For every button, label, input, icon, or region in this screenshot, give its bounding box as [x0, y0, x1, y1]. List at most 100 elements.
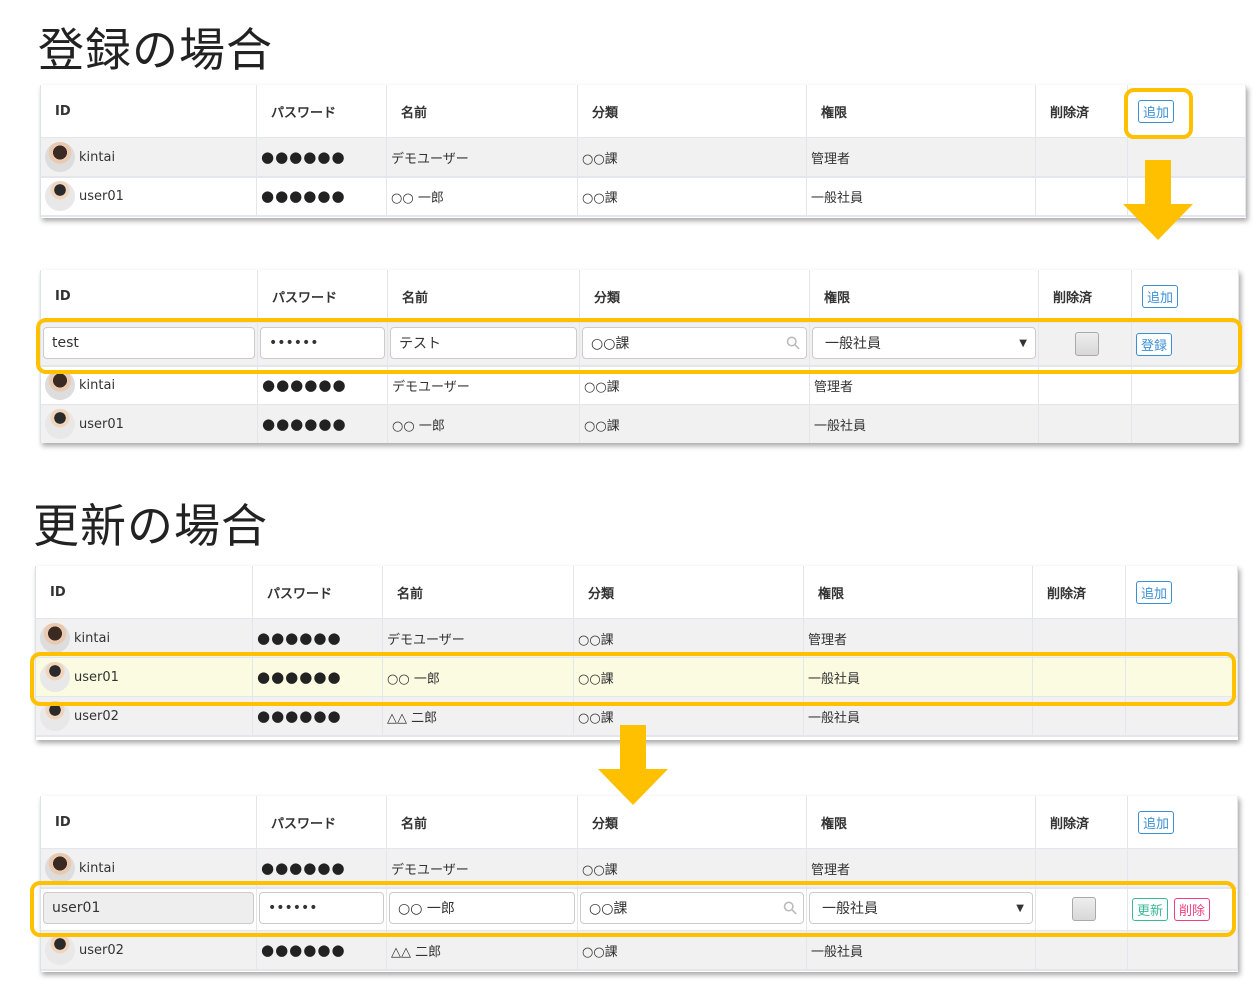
header-id: ID	[41, 796, 257, 848]
table-row[interactable]: user02 ●●●●●● △△ 二郎 ○○課 一般社員	[41, 931, 1238, 971]
category-value: ○○課	[591, 336, 630, 352]
category-value: ○○課	[589, 901, 628, 917]
password-mask: ●●●●●●	[257, 668, 342, 686]
header-deleted-label: 削除済	[1050, 105, 1090, 121]
add-button[interactable]: 追加	[1138, 810, 1175, 834]
password-mask: ●●●●●●	[261, 859, 346, 877]
category-cell: ○○課	[574, 697, 804, 735]
update-button[interactable]: 更新	[1132, 897, 1169, 921]
header-actions: 追加	[1126, 566, 1238, 618]
deleted-cell	[1033, 658, 1126, 696]
header-id-label: ID	[55, 288, 71, 304]
search-icon[interactable]: ⚲	[781, 330, 806, 356]
table-row[interactable]: user01 ●●●●●● ○○ 一郎 ○○課 一般社員	[41, 405, 1239, 443]
header-role-label: 権限	[824, 290, 851, 306]
category-cell: ○○課	[578, 849, 807, 887]
password-cell: ●●●●●●	[253, 697, 383, 735]
table-row[interactable]: kintai ●●●●●● デモユーザー ○○課 管理者	[41, 138, 1246, 178]
add-button[interactable]: 追加	[1138, 99, 1175, 123]
header-id-label: ID	[55, 814, 71, 830]
deleted-checkbox[interactable]	[1071, 897, 1096, 921]
id-input: user01	[43, 892, 254, 924]
category-cell: ○○課	[580, 405, 810, 443]
new-user-form-row[interactable]: test •••••• テスト ○○課 ⚲ 一般社員 ▼ 登録	[41, 323, 1239, 367]
name-input[interactable]: ○○ 一郎	[389, 892, 575, 924]
register-button[interactable]: 登録	[1136, 332, 1173, 356]
add-button[interactable]: 追加	[1142, 284, 1179, 308]
user-id: user01	[79, 188, 124, 204]
password-input[interactable]: ••••••	[260, 327, 385, 359]
category-cell: ○○課	[580, 366, 810, 404]
table-row[interactable]: kintai ●●●●●● デモユーザー ○○課 管理者	[36, 619, 1238, 659]
deleted-checkbox[interactable]	[1075, 332, 1099, 356]
password-cell: ●●●●●●	[258, 366, 388, 404]
role-cell: 管理者	[807, 138, 1036, 176]
user-id: kintai	[79, 860, 116, 876]
user-category: ○○課	[584, 379, 620, 395]
avatar	[45, 181, 75, 211]
password-input[interactable]: ••••••	[259, 892, 384, 924]
update-arrow-icon	[598, 725, 668, 805]
id-cell: user02	[36, 697, 253, 735]
header-role-label: 権限	[821, 816, 848, 832]
role-select[interactable]: 一般社員 ▼	[809, 892, 1033, 924]
update-section-title: 更新の場合	[33, 499, 268, 553]
user-name: ○○ 一郎	[387, 671, 440, 687]
password-cell: ●●●●●●	[258, 405, 388, 443]
add-button[interactable]: 追加	[1136, 580, 1173, 604]
name-cell: ○○ 一郎	[388, 405, 580, 443]
password-cell: ●●●●●●	[253, 658, 383, 696]
role-cell: 一般社員	[804, 697, 1033, 735]
table-header: ID パスワード 名前 分類 権限 削除済 追加	[36, 566, 1238, 620]
user-name: ○○ 一郎	[391, 190, 444, 206]
delete-button[interactable]: 削除	[1174, 897, 1211, 921]
actions-cell: 更新 削除	[1128, 888, 1238, 930]
header-id: ID	[41, 85, 257, 137]
password-cell: ••••••	[257, 888, 387, 930]
deleted-cell	[1036, 177, 1128, 215]
header-category: 分類	[578, 85, 807, 137]
role-cell: 管理者	[810, 366, 1039, 404]
actions-cell	[1128, 138, 1246, 176]
user-id: kintai	[79, 149, 116, 165]
password-mask: ●●●●●●	[257, 707, 342, 725]
header-deleted: 削除済	[1033, 566, 1126, 618]
role-cell: 管理者	[807, 849, 1036, 887]
update-select-table: ID パスワード 名前 分類 権限 削除済 追加 kintai ●●●●●● デモユーザー ○○課 管…	[35, 566, 1238, 740]
user-role: 一般社員	[814, 418, 867, 434]
role-select[interactable]: 一般社員 ▼	[812, 327, 1036, 359]
category-search-input[interactable]: ○○課 ⚲	[582, 327, 807, 359]
header-deleted: 削除済	[1039, 270, 1132, 322]
id-cell: test	[41, 323, 258, 365]
header-role: 権限	[810, 270, 1039, 322]
search-icon[interactable]: ⚲	[778, 895, 803, 921]
table-row[interactable]: kintai ●●●●●● デモユーザー ○○課 管理者	[41, 366, 1239, 406]
name-input[interactable]: テスト	[390, 327, 577, 359]
password-mask: ●●●●●●	[261, 187, 346, 205]
id-input[interactable]: test	[43, 327, 255, 359]
password-mask: ●●●●●●	[262, 376, 347, 394]
header-deleted: 削除済	[1036, 85, 1128, 137]
user-name: △△ 二郎	[391, 944, 442, 960]
register-arrow-icon	[1123, 160, 1193, 240]
user-category: ○○課	[582, 862, 618, 878]
header-id: ID	[41, 270, 258, 322]
avatar	[40, 623, 70, 653]
table-row[interactable]: user01 ●●●●●● ○○ 一郎 ○○課 一般社員	[41, 177, 1246, 217]
id-cell: user01	[41, 888, 257, 930]
header-password: パスワード	[258, 270, 388, 322]
table-header: ID パスワード 名前 分類 権限 削除済 追加	[41, 85, 1246, 139]
header-category-label: 分類	[592, 816, 619, 832]
deleted-cell	[1036, 138, 1128, 176]
password-mask: ●●●●●●	[262, 415, 347, 433]
table-header: ID パスワード 名前 分類 権限 削除済 追加	[41, 796, 1238, 850]
category-search-input[interactable]: ○○課 ⚲	[580, 892, 804, 924]
table-row[interactable]: user01 ●●●●●● ○○ 一郎 ○○課 一般社員	[36, 658, 1238, 698]
table-row[interactable]: kintai ●●●●●● デモユーザー ○○課 管理者	[41, 849, 1238, 889]
edit-user-form-row[interactable]: user01 •••••• ○○ 一郎 ○○課 ⚲ 一般社員 ▼ 更新 削除	[41, 888, 1238, 932]
header-name: 名前	[387, 85, 578, 137]
header-name-label: 名前	[401, 105, 428, 121]
id-cell: user01	[41, 177, 257, 215]
header-name-label: 名前	[401, 816, 428, 832]
user-role: 管理者	[814, 379, 854, 395]
